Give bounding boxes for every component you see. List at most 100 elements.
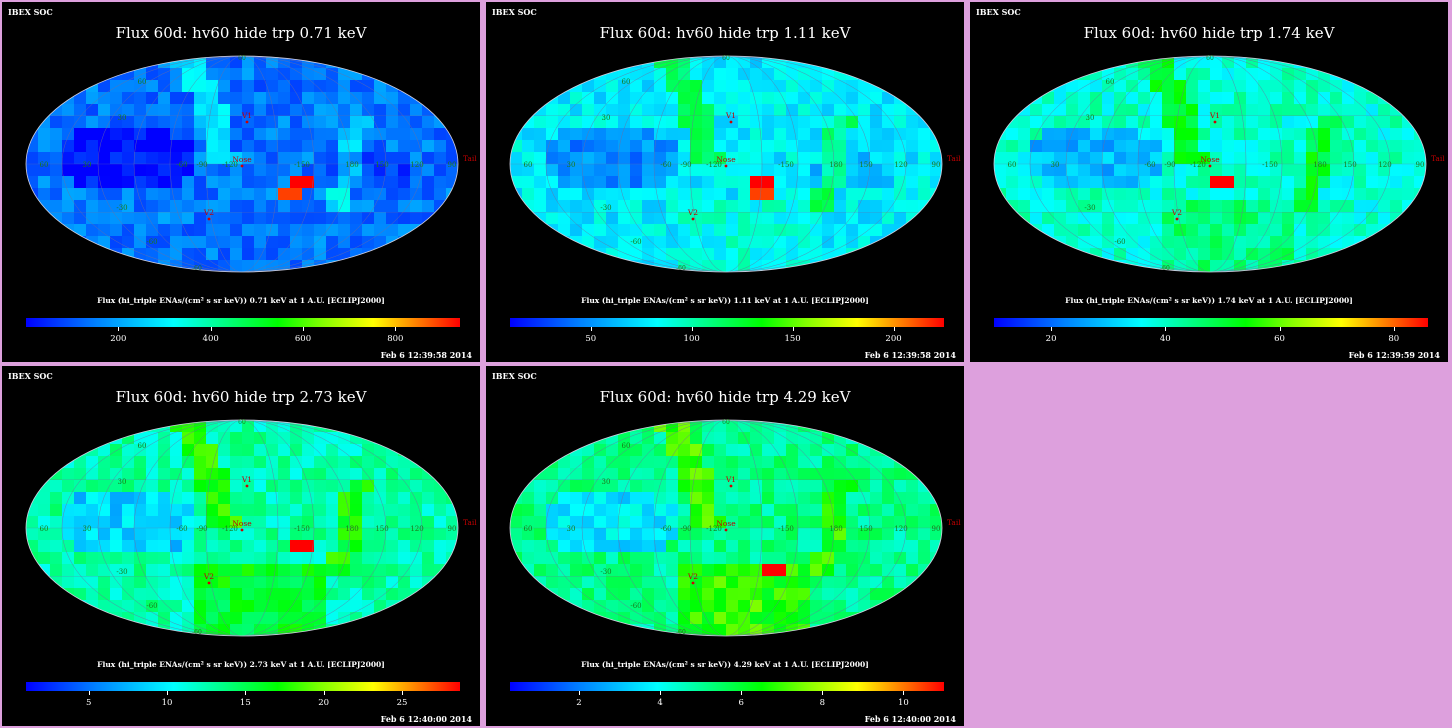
flux-pixel (786, 92, 799, 105)
colorbar-tick (167, 691, 168, 695)
flux-pixel (146, 432, 159, 445)
flux-pixel (170, 468, 183, 481)
colorbar-tick (578, 691, 580, 695)
flux-pixel (98, 92, 111, 105)
flux-pixel (74, 224, 87, 237)
flux-pixel (930, 468, 942, 481)
flux-pixel (314, 80, 327, 93)
flux-pixel (194, 624, 207, 636)
flux-pixel (762, 420, 775, 433)
flux-pixel (254, 504, 267, 517)
flux-pixel (1402, 104, 1415, 117)
flux-pixel (74, 104, 87, 117)
flux-pixel (74, 432, 87, 445)
flux-pixel (1162, 236, 1175, 249)
flux-pixel (1354, 116, 1367, 129)
flux-pixel (434, 612, 447, 625)
flux-pixel (1318, 188, 1331, 201)
flux-pixel (1258, 224, 1271, 237)
flux-pixel (1150, 104, 1163, 117)
flux-pixel (1210, 212, 1223, 225)
flux-pixel (302, 128, 315, 141)
latitude-label: -60 (146, 602, 157, 610)
longitude-label: 30 (567, 161, 576, 169)
flux-pixel (894, 212, 907, 225)
flux-pixel (1210, 236, 1223, 249)
flux-pixel (1270, 68, 1283, 81)
flux-pixel (26, 588, 39, 601)
flux-pixel (570, 564, 583, 577)
flux-pixel (1330, 212, 1343, 225)
flux-pixel (906, 516, 919, 529)
flux-pixel (606, 128, 619, 141)
flux-pixel (858, 444, 871, 457)
flux-pixel (338, 576, 351, 589)
flux-pixel (290, 600, 303, 613)
flux-pixel (690, 80, 703, 93)
flux-pixel (522, 456, 535, 469)
flux-pixel (630, 480, 643, 493)
flux-pixel (218, 516, 231, 529)
flux-pixel (338, 612, 351, 625)
flux-pixel (314, 612, 327, 625)
flux-pixel (894, 480, 907, 493)
flux-pixel (1306, 116, 1319, 129)
flux-pixel (1186, 152, 1199, 165)
flux-pixel (594, 588, 607, 601)
flux-pixel (38, 492, 51, 505)
flux-pixel (98, 528, 111, 541)
latitude-label: -60 (676, 629, 686, 636)
flux-pixel (434, 128, 447, 141)
latitude-label: 60 (622, 78, 631, 86)
flux-pixel (702, 56, 715, 69)
flux-pixel (1282, 92, 1295, 105)
flux-pixel (230, 116, 243, 129)
flux-pixel (326, 516, 339, 529)
flux-pixel (702, 236, 715, 249)
flux-pixel (822, 104, 835, 117)
flux-pixel (290, 444, 303, 457)
flux-pixel (522, 248, 535, 261)
flux-pixel (386, 600, 399, 613)
flux-pixel (1018, 104, 1031, 117)
flux-pixel (62, 576, 75, 589)
flux-pixel (882, 528, 895, 541)
flux-pixel (86, 552, 99, 565)
flux-pixel (558, 480, 571, 493)
flux-pixel (434, 56, 447, 69)
flux-pixel (1342, 212, 1355, 225)
flux-pixel (1138, 152, 1151, 165)
flux-pixel (26, 576, 39, 589)
flux-pixel (1018, 56, 1031, 69)
flux-pixel (846, 588, 859, 601)
v1-label: V1 (725, 111, 736, 120)
flux-pixel (762, 224, 775, 237)
flux-pixel (1186, 80, 1199, 93)
flux-pixel (266, 200, 279, 213)
flux-pixel (870, 92, 883, 105)
flux-pixel (594, 176, 607, 189)
flux-pixel (606, 516, 619, 529)
flux-pixel (834, 576, 847, 589)
flux-pixel (1126, 128, 1139, 141)
flux-pixel (1414, 152, 1426, 165)
flux-pixel (522, 540, 535, 553)
flux-pixel (1066, 92, 1079, 105)
flux-pixel (1306, 176, 1319, 189)
flux-pixel (362, 200, 375, 213)
flux-pixel (558, 456, 571, 469)
flux-pixel (74, 468, 87, 481)
flux-pixel (1006, 152, 1019, 165)
v2-label: V2 (203, 208, 214, 217)
flux-pixel (714, 444, 727, 457)
flux-pixel (798, 152, 811, 165)
flux-pixel (350, 188, 363, 201)
flux-pixel (434, 552, 447, 565)
v2-marker (207, 581, 211, 585)
flux-pixel (1018, 92, 1031, 105)
flux-pixel (630, 552, 643, 565)
colorbar-tick (903, 691, 905, 695)
flux-pixel (254, 480, 267, 493)
flux-pixel (738, 516, 751, 529)
flux-pixel (534, 248, 547, 261)
